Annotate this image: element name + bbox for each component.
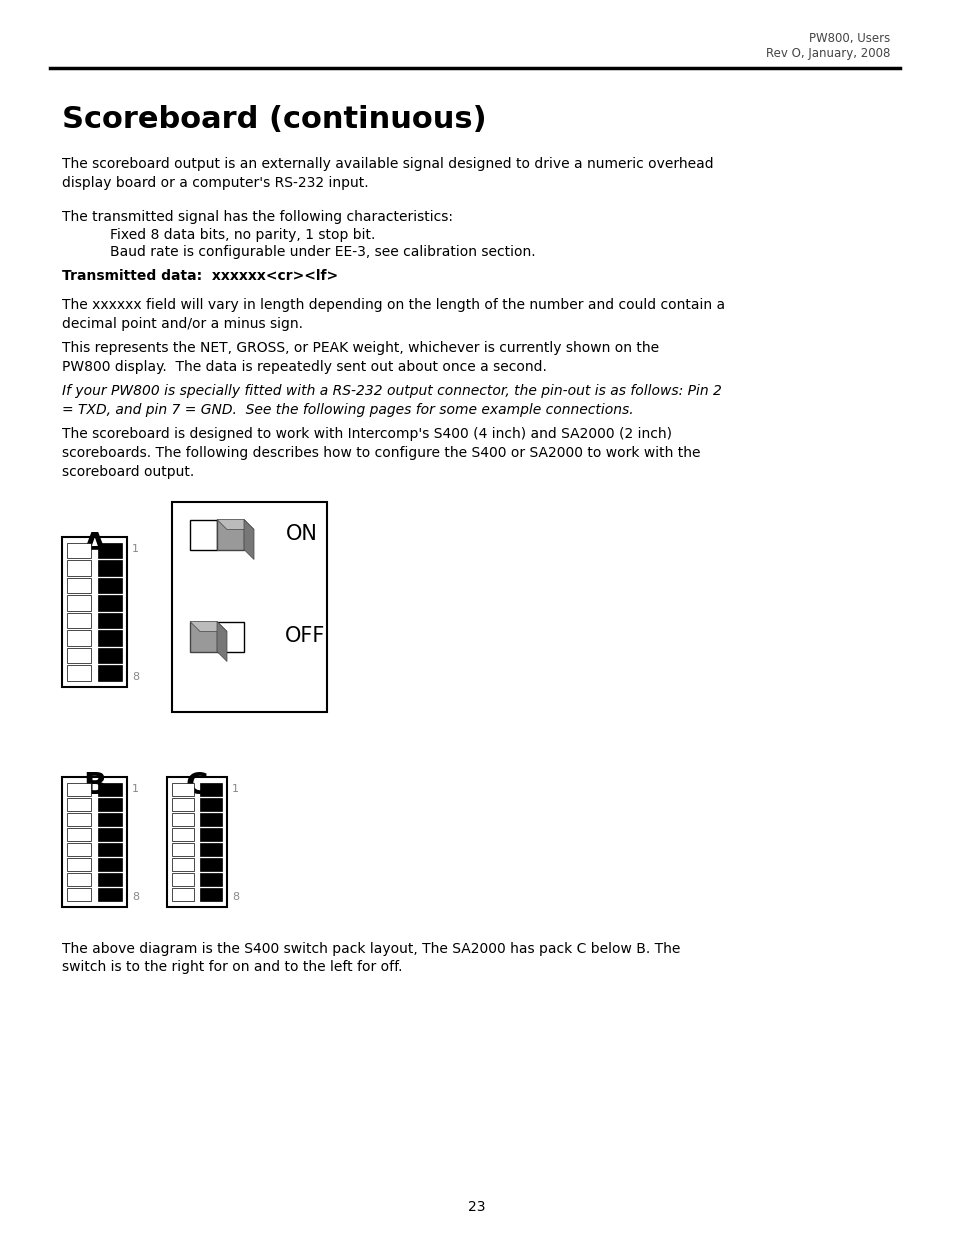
Bar <box>98 559 122 576</box>
Bar <box>98 798 122 810</box>
Bar <box>190 621 216 652</box>
Bar <box>98 872 122 885</box>
Bar <box>98 664 122 680</box>
Text: 1: 1 <box>132 784 139 794</box>
Bar <box>67 578 91 593</box>
Bar <box>98 813 122 825</box>
Bar <box>172 501 327 711</box>
Bar <box>62 777 127 906</box>
Bar <box>67 813 91 825</box>
Text: OFF: OFF <box>285 626 325 646</box>
Bar <box>216 621 244 652</box>
Bar <box>216 520 244 550</box>
Bar <box>67 783 91 795</box>
Text: PW800, Users
Rev O, January, 2008: PW800, Users Rev O, January, 2008 <box>765 32 889 61</box>
Text: 23: 23 <box>468 1200 485 1214</box>
Text: Fixed 8 data bits, no parity, 1 stop bit.: Fixed 8 data bits, no parity, 1 stop bit… <box>110 227 375 242</box>
Bar <box>98 578 122 593</box>
Bar <box>67 664 91 680</box>
Bar <box>172 842 193 856</box>
Bar <box>200 888 222 900</box>
Bar <box>98 613 122 629</box>
Text: The transmitted signal has the following characteristics:: The transmitted signal has the following… <box>62 210 453 224</box>
Bar <box>98 595 122 610</box>
Text: Transmitted data:  xxxxxx<cr><lf>: Transmitted data: xxxxxx<cr><lf> <box>62 268 337 283</box>
Bar <box>67 842 91 856</box>
Bar <box>200 842 222 856</box>
Text: 8: 8 <box>132 673 139 683</box>
Text: 8: 8 <box>232 893 239 903</box>
Bar <box>67 613 91 629</box>
Bar <box>98 783 122 795</box>
Bar <box>62 536 127 687</box>
Polygon shape <box>216 520 253 530</box>
Bar <box>98 542 122 558</box>
Bar <box>190 520 216 550</box>
Bar <box>167 777 227 906</box>
Bar <box>98 842 122 856</box>
Bar <box>67 542 91 558</box>
Text: 1: 1 <box>232 784 239 794</box>
Bar <box>172 813 193 825</box>
Bar <box>67 647 91 663</box>
Bar <box>67 559 91 576</box>
Text: Scoreboard (continuous): Scoreboard (continuous) <box>62 105 486 135</box>
Text: ON: ON <box>286 525 317 545</box>
Bar <box>67 857 91 871</box>
Text: Baud rate is configurable under EE-3, see calibration section.: Baud rate is configurable under EE-3, se… <box>110 245 535 259</box>
Text: 1: 1 <box>132 545 139 555</box>
Text: The scoreboard is designed to work with Intercomp's S400 (4 inch) and SA2000 (2 : The scoreboard is designed to work with … <box>62 427 700 479</box>
Bar <box>200 857 222 871</box>
Bar <box>67 595 91 610</box>
Bar <box>98 827 122 841</box>
Bar <box>67 798 91 810</box>
Bar <box>172 888 193 900</box>
Bar <box>98 857 122 871</box>
Polygon shape <box>216 621 227 662</box>
Bar <box>98 888 122 900</box>
Bar <box>67 888 91 900</box>
Bar <box>67 827 91 841</box>
Bar <box>200 813 222 825</box>
Bar <box>172 783 193 795</box>
Text: The scoreboard output is an externally available signal designed to drive a nume: The scoreboard output is an externally a… <box>62 157 713 190</box>
Bar <box>98 630 122 646</box>
Text: A: A <box>83 531 106 559</box>
Bar <box>67 630 91 646</box>
Bar <box>172 857 193 871</box>
Text: B: B <box>83 771 106 799</box>
Text: The above diagram is the S400 switch pack layout, The SA2000 has pack C below B.: The above diagram is the S400 switch pac… <box>62 941 679 974</box>
Text: 8: 8 <box>132 893 139 903</box>
Bar <box>98 647 122 663</box>
Bar <box>172 827 193 841</box>
Text: C: C <box>186 771 208 799</box>
Bar <box>200 783 222 795</box>
Polygon shape <box>244 520 253 559</box>
Bar <box>200 798 222 810</box>
Text: If your PW800 is specially fitted with a RS-232 output connector, the pin-out is: If your PW800 is specially fitted with a… <box>62 384 721 417</box>
Bar <box>67 872 91 885</box>
Bar <box>200 827 222 841</box>
Text: This represents the NET, GROSS, or PEAK weight, whichever is currently shown on : This represents the NET, GROSS, or PEAK … <box>62 341 659 374</box>
Bar <box>172 798 193 810</box>
Polygon shape <box>190 621 227 631</box>
Bar <box>200 872 222 885</box>
Bar <box>172 872 193 885</box>
Text: The xxxxxx field will vary in length depending on the length of the number and c: The xxxxxx field will vary in length dep… <box>62 298 724 331</box>
